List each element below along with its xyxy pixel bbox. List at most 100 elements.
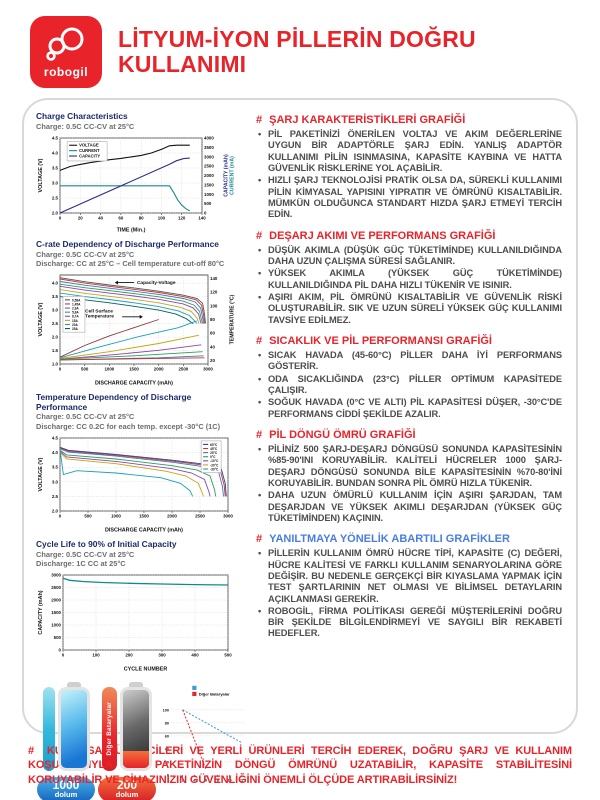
- chart-title: Cycle Life to 90% of Initial Capacity: [36, 538, 177, 549]
- svg-text:Cell Surface: Cell Surface: [85, 308, 113, 314]
- bullet: ODA SICAKLIĞINDA (23°C) PİLLER OPTİMUM K…: [256, 374, 562, 397]
- svg-text:2000: 2000: [204, 173, 214, 178]
- svg-text:500: 500: [224, 653, 232, 658]
- battery-body-empty: [120, 687, 152, 772]
- section-heading: # PİL DÖNGÜ ÖMRÜ GRAFİĞİ: [256, 429, 562, 441]
- svg-text:500: 500: [54, 635, 62, 640]
- battery-label-1000: 1000 dolum: [37, 777, 95, 800]
- svg-text:120: 120: [178, 215, 186, 220]
- svg-text:60: 60: [165, 734, 169, 738]
- svg-text:400: 400: [191, 653, 199, 658]
- svg-text:3.5: 3.5: [52, 165, 59, 170]
- chart-subtitle: Charge: 0.5C CC-CV at 25°C: [36, 412, 135, 422]
- hash-mark: #: [256, 229, 263, 242]
- section-title: SICAKLIK VE PİL PERFORMANSI GRAFİĞİ: [269, 334, 492, 347]
- bullet: DÜŞÜK AKIMLA (DÜŞÜK GÜÇ TÜKETİMİNDE) KUL…: [256, 245, 562, 268]
- svg-text:80: 80: [165, 721, 169, 725]
- svg-text:VOLTAGE: VOLTAGE: [79, 143, 99, 148]
- logo-text: robogil: [43, 64, 89, 79]
- svg-text:2500: 2500: [51, 585, 61, 590]
- svg-text:3.0: 3.0: [52, 479, 59, 484]
- battery-robogil: 1000 dolum: [37, 682, 95, 800]
- hash-mark: #: [256, 334, 263, 347]
- svg-text:8,7A: 8,7A: [72, 315, 79, 319]
- svg-text:3.0: 3.0: [52, 308, 59, 313]
- svg-text:3000: 3000: [223, 513, 233, 518]
- svg-text:DISCHARGE CAPACITY (mAh): DISCHARGE CAPACITY (mAh): [105, 527, 183, 533]
- svg-text:VOLTAGE (V): VOLTAGE (V): [38, 457, 44, 491]
- chart-subtitle: Charge: 0.5C CC-CV at 25°C: [36, 249, 135, 259]
- bullet: HIZLI ŞARJ TEKNOLOJİSİ PRATİK OLSA DA, S…: [256, 175, 562, 220]
- svg-text:2000: 2000: [167, 513, 177, 518]
- svg-text:3000: 3000: [51, 573, 61, 578]
- svg-text:80: 80: [139, 215, 144, 220]
- svg-text:8: 8: [217, 779, 219, 783]
- battery-slim-pill-red: Diğer Bataryalar: [102, 687, 117, 772]
- chart-charge-characteristics: Charge Characteristics Charge: 0.5C CC-C…: [36, 111, 244, 233]
- chart-crate-discharge: C-rate Dependency of Discharge Performan…: [36, 238, 244, 386]
- svg-text:10: 10: [227, 779, 231, 783]
- svg-text:0: 0: [59, 215, 62, 220]
- svg-text:40: 40: [210, 344, 215, 349]
- svg-text:200: 200: [125, 653, 133, 658]
- svg-text:0: 0: [59, 367, 62, 372]
- svg-text:2000: 2000: [154, 367, 164, 372]
- chart-subtitle: Charge: 0.5C CC-CV at 25°C: [36, 121, 135, 131]
- text-column: # ŞARJ KARAKTERİSTİKLERİ GRAFİĞİ PİL PAK…: [252, 112, 568, 724]
- svg-text:6: 6: [205, 779, 207, 783]
- section-discharge: # DEŞARJ AKIMI VE PERFORMANS GRAFİĞİ DÜŞ…: [256, 230, 562, 326]
- svg-text:Temperature: Temperature: [85, 314, 114, 320]
- section-heading: # SICAKLIK VE PİL PERFORMANSI GRAFİĞİ: [256, 335, 562, 347]
- svg-text:100: 100: [163, 708, 169, 712]
- bullet: SICAK HAVADA (45-60°C) PİLLER DAHA İYİ P…: [256, 350, 562, 373]
- svg-text:3500: 3500: [204, 145, 214, 150]
- bullet: PİL PAKETİNİZİ ÖNERİLEN VOLTAJ VE AKIM D…: [256, 129, 562, 174]
- svg-text:4: 4: [193, 779, 196, 783]
- chart-subtitle: Discharge: CC 0.2C for each temp. except…: [36, 421, 221, 431]
- svg-text:25°C: 25°C: [210, 451, 218, 455]
- svg-text:1.5: 1.5: [52, 348, 59, 353]
- section-title: YANILTMAYA YÖNELİK ABARTILI GRAFİKLER: [269, 533, 510, 546]
- svg-text:2500: 2500: [195, 513, 205, 518]
- svg-text:0: 0: [59, 648, 62, 653]
- svg-text:TEMPERATURE (°C): TEMPERATURE (°C): [230, 294, 236, 344]
- chart-title: C-rate Dependency of Discharge Performan…: [36, 238, 219, 249]
- svg-text:60°C: 60°C: [210, 443, 218, 447]
- bullet: YÜKSEK AKIMLA (YÜKSEK GÜÇ TÜKETİMİNDE) K…: [256, 268, 562, 291]
- section-charge: # ŞARJ KARAKTERİSTİKLERİ GRAFİĞİ PİL PAK…: [256, 114, 562, 221]
- svg-text:1000: 1000: [111, 513, 121, 518]
- svg-text:2.0: 2.0: [52, 335, 59, 340]
- chart-subtitle: Discharge: CC at 25°C – Cell temperature…: [36, 258, 225, 268]
- svg-text:4.5: 4.5: [52, 435, 59, 440]
- svg-text:2500: 2500: [178, 367, 188, 372]
- chart-temperature-discharge: Temperature Dependency of Discharge Perf…: [36, 392, 244, 533]
- chart-cycle-life: Cycle Life to 90% of Initial Capacity Ch…: [36, 538, 244, 673]
- footer-text: KURUMSAL ÜRETİCİLERİ VE YERLİ ÜRÜNLERİ T…: [28, 745, 572, 786]
- svg-text:CURRENT (mA): CURRENT (mA): [230, 156, 236, 195]
- hash-mark: #: [256, 114, 263, 126]
- svg-text:12: 12: [239, 779, 243, 783]
- svg-text:3000: 3000: [204, 154, 214, 159]
- battery-others: Diğer Bataryalar 200 dolum: [98, 682, 156, 800]
- svg-text:Capacity-Voltage: Capacity-Voltage: [137, 280, 176, 286]
- chart-title: Charge Characteristics: [36, 111, 128, 121]
- svg-text:-10°C: -10°C: [210, 459, 219, 463]
- svg-text:0: 0: [59, 513, 62, 518]
- others-vertical-label: Diğer Bataryalar: [106, 702, 113, 756]
- svg-text:VOLTAGE (V): VOLTAGE (V): [38, 302, 44, 336]
- svg-text:2.0: 2.0: [52, 210, 59, 215]
- svg-text:TIME (Min.): TIME (Min.): [117, 227, 146, 233]
- chart-subtitle: Charge: 0.5C CC-CV at 25°C: [36, 549, 135, 559]
- svg-text:1.0: 1.0: [52, 362, 59, 367]
- bullet: AŞIRI AKIM, PİL ÖMRÜNÜ KISALTABİLİR VE G…: [256, 292, 562, 326]
- svg-text:CYCLE NUMBER: CYCLE NUMBER: [124, 667, 168, 673]
- svg-text:1000: 1000: [51, 623, 61, 628]
- svg-text:20: 20: [165, 760, 169, 764]
- section-heading: # DEŞARJ AKIMI VE PERFORMANS GRAFİĞİ: [256, 230, 562, 242]
- svg-text:VOLTAGE (V): VOLTAGE (V): [38, 158, 44, 192]
- svg-text:4.5: 4.5: [52, 135, 59, 140]
- svg-text:20: 20: [210, 358, 215, 363]
- bullet: PİLİNİZ 500 ŞARJ-DEŞARJ DÖNGÜSÜ SONUNDA …: [256, 444, 562, 489]
- section-heading: # ŞARJ KARAKTERİSTİKLERİ GRAFİĞİ: [256, 114, 562, 126]
